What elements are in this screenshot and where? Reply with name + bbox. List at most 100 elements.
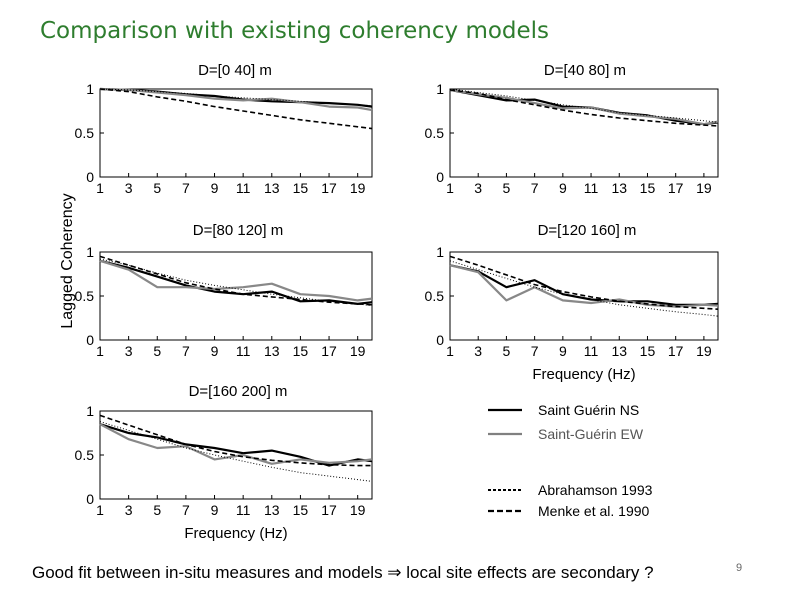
x-tick-label: 9	[211, 502, 219, 518]
x-tick-label: 7	[531, 343, 539, 359]
x-tick-label: 1	[446, 180, 454, 196]
x-tick-label: 13	[611, 180, 627, 196]
x-tick-label: 19	[350, 180, 366, 196]
y-tick-label: 0	[436, 332, 444, 348]
chart-panel: D=[160 200] m1 3 5 7 9 11 13 15 17 1900.51Frequen…	[75, 383, 373, 542]
x-tick-label: 15	[293, 180, 309, 196]
x-tick-label: 15	[640, 180, 656, 196]
x-axis-label: Frequency (Hz)	[184, 525, 287, 542]
x-tick-label: 9	[211, 343, 219, 359]
y-tick-label: 0.5	[75, 288, 95, 304]
series-line	[99, 414, 372, 467]
x-tick-label: 11	[236, 343, 251, 359]
panel-title: D=[40 80] m	[544, 62, 626, 79]
y-tick-label: 1	[86, 81, 94, 97]
x-tick-label: 17	[668, 343, 684, 359]
x-tick-label: 7	[182, 502, 190, 518]
y-axis-label: Lagged Coherency	[59, 193, 76, 328]
x-tick-label: 3	[474, 180, 482, 196]
y-tick-label: 1	[86, 244, 94, 260]
x-tick-label: 13	[264, 180, 280, 196]
y-tick-label: 0.5	[75, 125, 95, 141]
x-tick-label: 13	[264, 502, 280, 518]
y-tick-label: 0.5	[75, 447, 95, 463]
x-tick-label: 19	[350, 343, 366, 359]
x-tick-label: 11	[584, 343, 599, 359]
x-tick-label: 3	[125, 180, 133, 196]
x-tick-label: 7	[182, 180, 190, 196]
series-line	[449, 264, 719, 306]
slide-title: Comparison with existing coherency model…	[40, 18, 550, 44]
x-tick-label: 7	[182, 343, 190, 359]
x-tick-label: 17	[321, 180, 337, 196]
panel-title: D=[120 160] m	[538, 222, 637, 239]
panel-title: D=[0 40] m	[198, 62, 272, 79]
series-line	[449, 255, 719, 310]
series-line	[99, 423, 373, 467]
x-tick-label: 13	[611, 343, 627, 359]
x-tick-label: 1	[96, 343, 104, 359]
x-tick-label: 1	[96, 502, 104, 518]
slide-caption: Good fit between in-situ measures and mo…	[32, 563, 654, 582]
series-line	[449, 88, 719, 126]
series-line	[99, 259, 373, 302]
legend-label: Menke et al. 1990	[538, 503, 650, 519]
page-number: 9	[736, 562, 743, 574]
x-tick-label: 11	[236, 502, 251, 518]
x-tick-label: 3	[125, 502, 133, 518]
y-tick-label: 1	[436, 244, 444, 260]
panel-title: D=[80 120] m	[193, 222, 283, 239]
y-tick-label: 0.5	[425, 288, 445, 304]
series-line	[449, 264, 719, 308]
y-tick-label: 0	[436, 169, 444, 185]
x-tick-label: 3	[474, 343, 482, 359]
x-tick-label: 9	[211, 180, 219, 196]
x-tick-label: 3	[125, 343, 133, 359]
x-tick-label: 5	[503, 180, 511, 196]
x-tick-label: 11	[236, 180, 251, 196]
y-tick-label: 0	[86, 169, 94, 185]
y-tick-label: 0	[86, 491, 94, 507]
series-line	[99, 87, 373, 112]
x-tick-label: 19	[350, 502, 366, 518]
x-tick-label: 19	[696, 180, 712, 196]
legend: Saint Guérin NS Saint-Guérin EW Abrahamson…	[488, 402, 653, 519]
x-tick-label: 15	[293, 343, 309, 359]
plot-frame	[449, 88, 719, 178]
x-tick-label: 5	[503, 343, 511, 359]
y-tick-label: 1	[86, 403, 94, 419]
x-tick-label: 9	[559, 180, 567, 196]
x-tick-label: 1	[446, 343, 454, 359]
series-line	[449, 88, 719, 123]
legend-label: Saint Guérin NS	[538, 402, 639, 418]
x-tick-label: 17	[321, 502, 337, 518]
x-axis-label: Frequency (Hz)	[532, 366, 635, 383]
y-tick-label: 1	[436, 81, 444, 97]
x-tick-label: 13	[264, 343, 280, 359]
panel-title: D=[160 200] m	[189, 383, 288, 400]
chart-panel: D=[120 160] m1 3 5 7 9 11 13 15 17 1900.51Frequen…	[425, 222, 719, 383]
series-line	[99, 423, 373, 465]
x-tick-label: 11	[584, 180, 599, 196]
x-tick-label: 7	[531, 180, 539, 196]
series-line	[99, 258, 373, 307]
y-tick-label: 0.5	[425, 125, 445, 141]
x-tick-label: 19	[696, 343, 712, 359]
x-tick-label: 17	[321, 343, 337, 359]
x-tick-label: 5	[153, 180, 161, 196]
series-line	[99, 255, 373, 306]
x-tick-label: 5	[153, 343, 161, 359]
x-tick-label: 15	[640, 343, 656, 359]
x-tick-label: 5	[153, 502, 161, 518]
x-tick-label: 17	[668, 180, 684, 196]
x-tick-label: 1	[96, 180, 104, 196]
legend-label: Saint-Guérin EW	[538, 426, 644, 442]
legend-label: Abrahamson 1993	[538, 482, 653, 498]
x-tick-label: 9	[559, 343, 567, 359]
series-line	[99, 88, 373, 130]
y-tick-label: 0	[86, 332, 94, 348]
x-tick-label: 15	[293, 502, 309, 518]
